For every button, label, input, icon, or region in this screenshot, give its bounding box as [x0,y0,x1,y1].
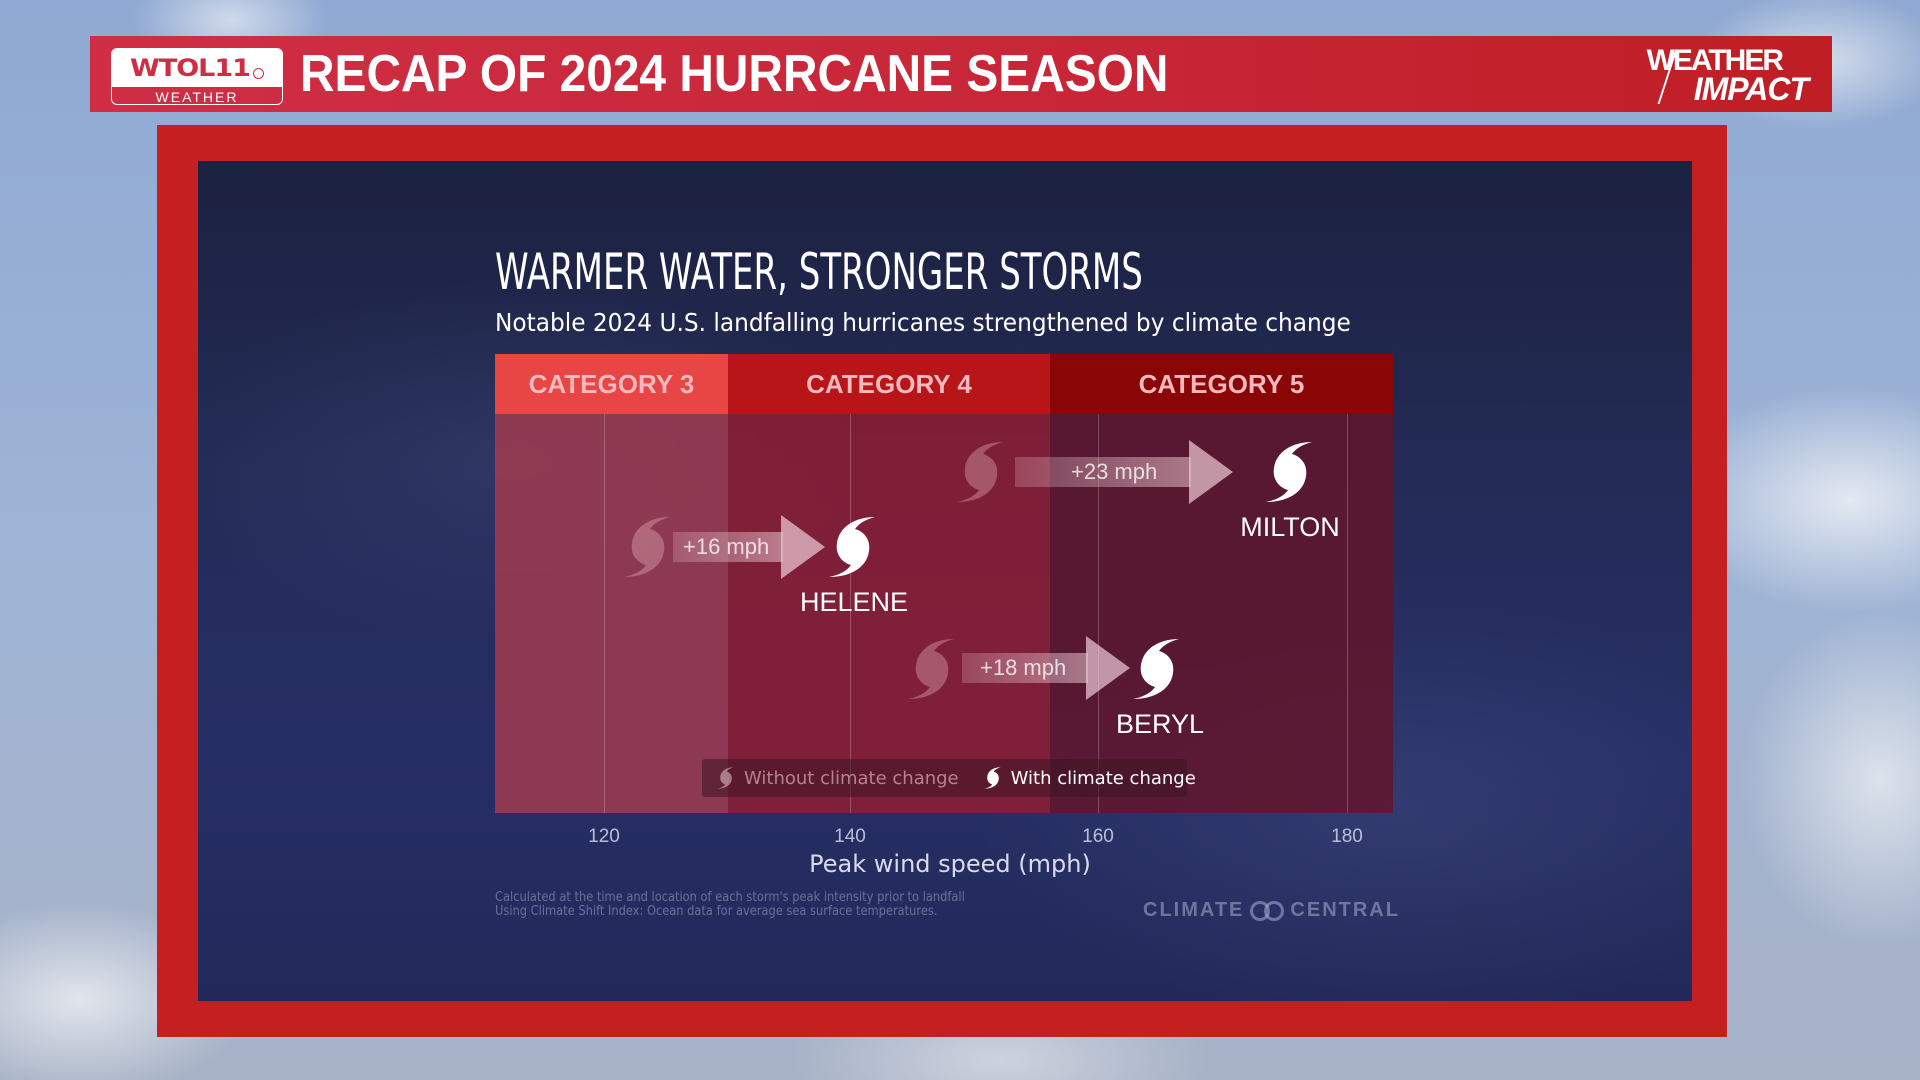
logo-sub-text: WEATHER [155,88,239,105]
storm-name-milton: MILTON [1240,512,1340,542]
brand-line-2: IMPACT [1693,71,1809,107]
hurricane-icon-white [984,767,1001,789]
station-logo: WTOL11 WEATHER [111,48,283,105]
legend-item-without: Without climate change [716,766,959,790]
chart-subtitle: Notable 2024 U.S. landfalling hurricanes… [495,308,1351,337]
category-4-header: CATEGORY 4 [728,354,1050,414]
chart-plot-area: CATEGORY 3 CATEGORY 4 CATEGORY 5 +23 mph… [495,354,1393,813]
gridline-180 [1347,414,1348,813]
gridline-160 [1098,414,1099,813]
legend-label-without: Without climate change [744,767,959,789]
footnote-line-1: Calculated at the time and location of e… [495,890,965,905]
delta-label-helene: +16 mph [683,534,770,559]
gridline-120 [604,414,605,813]
weather-impact-logo: WEATHER IMPACT [1618,40,1809,108]
chart-legend: Without climate change With climate chan… [702,759,1196,797]
x-tick-120: 120 [588,826,620,847]
footnote-line-2: Using Climate Shift Index: Ocean data fo… [495,904,938,919]
hurricane-icon-milton-with [1266,442,1312,502]
hurricane-icon-helene-with [829,517,875,577]
delta-label-beryl: +18 mph [980,655,1067,680]
gridline-140 [850,414,851,813]
hurricane-icon-beryl-without [908,639,954,699]
climate-central-logo: CLIMATE CENTRAL [1143,899,1400,922]
header-bar: WTOL11 WEATHER RECAP OF 2024 HURRCANE SE… [90,36,1832,112]
source-logo-right: CENTRAL [1290,899,1400,921]
legend-label-with: With climate change [1010,767,1196,789]
hurricane-icon-helene-without [624,517,670,577]
hurricane-icon-faded [717,767,734,789]
hurricane-icon-milton-without [957,442,1003,502]
intensity-arrow-milton: +23 mph [1015,440,1233,504]
segment-title: RECAP OF 2024 HURRCANE SEASON [300,45,1169,103]
category-3-band [495,414,728,813]
category-5-header: CATEGORY 5 [1050,354,1393,414]
storm-name-helene: HELENE [799,587,909,617]
delta-label-milton: +23 mph [1071,459,1158,484]
hurricane-icon-beryl-with [1133,639,1179,699]
chart-title: WARMER WATER, STRONGER STORMS [495,243,1143,301]
storm-name-beryl: BERYL [1115,709,1205,739]
x-tick-160: 160 [1082,826,1114,847]
intensity-arrow-beryl: +18 mph [962,636,1130,700]
brand-line-1: WEATHER [1646,44,1784,77]
logo-station-text: WTOL11 [130,54,251,82]
source-logo-left: CLIMATE [1143,899,1245,921]
climate-central-rings-icon [1250,900,1285,921]
footnote: Calculated at the time and location of e… [495,891,965,919]
x-tick-140: 140 [834,826,866,847]
cbs-eye-icon [252,67,264,79]
x-axis-label: Peak wind speed (mph) [809,850,1091,878]
intensity-arrow-helene: +16 mph [673,515,825,579]
legend-item-with: With climate change [983,766,1196,790]
category-4-band [728,414,1050,813]
category-3-header: CATEGORY 3 [495,354,728,414]
x-tick-180: 180 [1331,826,1363,847]
